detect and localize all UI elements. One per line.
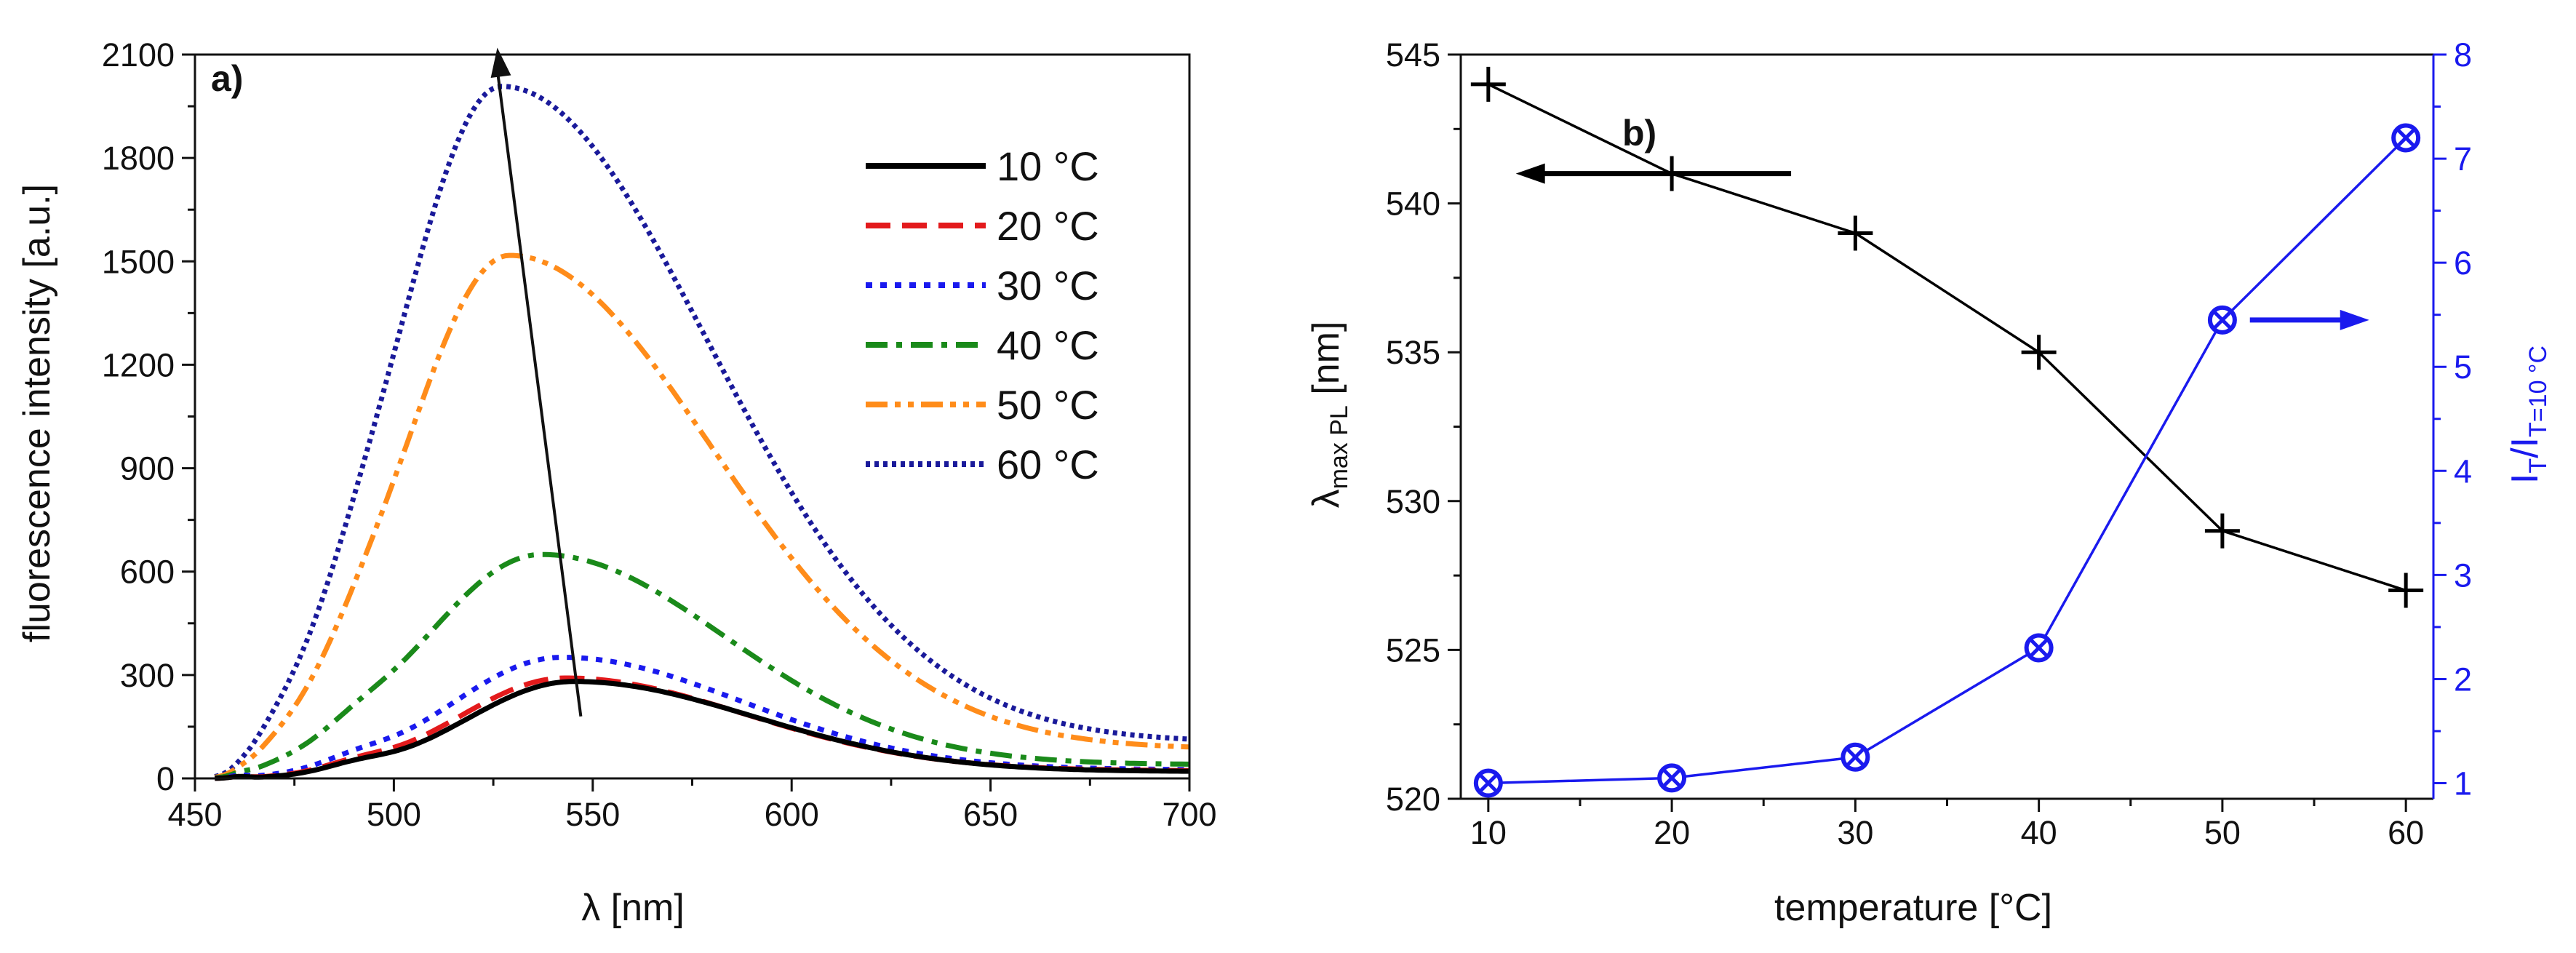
chart-a-legend-label: 30 °C [997,263,1099,308]
chart-b-x-tick-label: 30 [1837,814,1873,851]
chart-a: 450 500 550 600 650 700 0 300 600 900 1200 1500 1800… [16,36,1217,929]
chart-b-right-axis-arrow [2249,309,2369,330]
chart-b-x-tick-label: 50 [2204,814,2241,851]
chart-b-x-tick-label: 20 [1654,814,1690,851]
chart-b-plot-area [1470,66,2424,798]
chart-b-data-point-circled-x [2207,305,2237,335]
chart-a-legend-label: 40 °C [997,322,1099,368]
chart-b-y-axis-label: λmax PL [nm] [1305,322,1353,509]
chart-b-data-point-plus [1470,66,1506,102]
chart-b-y2-tick-label: 7 [2454,140,2472,178]
chart-a-annotation-arrowhead [490,47,511,78]
chart-b-data-point-plus [2021,335,2057,370]
chart-b-data-point-circled-x [2391,123,2421,153]
chart-a-legend-label: 60 °C [997,442,1099,487]
chart-a-x-tick-label: 600 [765,796,819,833]
chart-b-panel-label: b) [1622,113,1656,153]
chart-b-x-tick-label: 10 [1470,814,1507,851]
chart-b-y-axis-label-main: λ [1305,489,1347,508]
chart-a-series-line [214,551,1189,781]
chart-a-y-tick-label: 2100 [102,36,175,73]
chart-b-y2-axis-label-sub1: T [2524,458,2552,474]
chart-b-series-line [1488,83,2406,592]
chart-b-x-tick-label: 40 [2021,814,2057,851]
chart-a-series-line [214,84,1190,779]
chart-a-legend: 10 °C 20 °C 30 °C 40 °C 50 °C 60 °C [866,143,1099,487]
chart-a-series-line [215,679,1189,781]
chart-b-y-tick-label: 540 [1386,186,1440,223]
chart-a-legend-label: 10 °C [997,143,1099,189]
chart-b-y2-tick-label: 4 [2454,452,2472,490]
chart-b-y-tick-label: 530 [1386,483,1440,520]
chart-b-y2-axis-label: IT/IT=10 °C [2504,346,2552,484]
chart-b-y-tick-label: 525 [1386,631,1440,669]
chart-a-y-tick-label: 300 [120,657,175,694]
chart-a-y-tick-label: 1800 [102,140,175,177]
chart-b-data-point-plus [1838,215,1873,251]
chart-a-x-tick-label: 700 [1162,796,1216,833]
chart-a-x-tick-label: 550 [565,796,620,833]
chart-a-plot-area [214,47,1190,781]
chart-b-y2-tick-label: 1 [2454,765,2472,802]
chart-b-series-line [1488,137,2407,785]
chart-a-panel-label: a) [211,58,243,99]
chart-a-x-axis-label: λ [nm] [581,887,685,929]
chart-a-x-tick-label: 650 [963,796,1018,833]
chart-a-y-tick-label: 1500 [102,243,175,280]
chart-b-y2-tick-label: 5 [2454,348,2472,386]
chart-b-y-tick-label: 520 [1386,781,1440,818]
chart-a-series-line [214,252,1190,780]
chart-b-data-point-plus [2388,573,2424,608]
chart-a-y-tick-label: 1200 [102,346,175,383]
chart-b-axes: 10 20 30 40 50 60 520 525 530 535 540 545 1 2 3 4 5 6 7 8 [1386,36,2472,851]
chart-b-y2-axis-label-sub2: T=10 °C [2524,346,2552,437]
chart-a-y-tick-label: 900 [120,450,175,487]
chart-a-annotation-arrow [495,69,583,717]
chart-b-data-point-plus [2204,513,2240,549]
chart-a-y-tick-label: 0 [156,760,175,797]
chart-a-x-tick-label: 500 [367,796,421,833]
chart-b-y2-tick-label: 3 [2454,557,2472,594]
chart-a-y-tick-label: 600 [120,554,175,591]
chart-a-y-axis-label: fluorescence intensity [a.u.] [16,184,58,642]
chart-b-y-axis-label-sub: max PL [1325,405,1353,489]
chart-b-y-tick-label: 545 [1386,36,1440,73]
chart-b-left-axis-arrow [1515,163,1792,184]
chart-b-y-axis-label-unit: [nm] [1305,322,1347,406]
chart-b-y2-tick-label: 6 [2454,244,2472,282]
chart-a-axes: 450 500 550 600 650 700 0 300 600 900 1200 1500 1800… [102,36,1217,833]
chart-b-x-tick-label: 60 [2388,814,2424,851]
chart-a-x-tick-label: 450 [167,796,222,833]
chart-b-data-point-circled-x [1841,742,1870,772]
chart-a-legend-label: 20 °C [997,203,1099,249]
chart-b-data-point-circled-x [1473,768,1503,798]
chart-b-y2-tick-label: 8 [2454,36,2472,73]
chart-b-x-axis-label: temperature [°C] [1774,887,2052,929]
chart-b-data-point-circled-x [2024,633,2054,663]
chart-b-y2-tick-label: 2 [2454,661,2472,698]
chart-b-y2-axis-label-mid: /I [2504,437,2546,458]
chart-b-y2-axis-label-main: I [2504,474,2546,484]
chart-b-y-tick-label: 535 [1386,334,1440,371]
chart-b: 10 20 30 40 50 60 520 525 530 535 540 545 1 2 3 4 5 6 7 8 b… [1305,36,2552,929]
chart-a-legend-label: 50 °C [997,382,1099,428]
chart-a-series-line [215,675,1189,781]
chart-b-data-point-circled-x [1657,763,1687,793]
